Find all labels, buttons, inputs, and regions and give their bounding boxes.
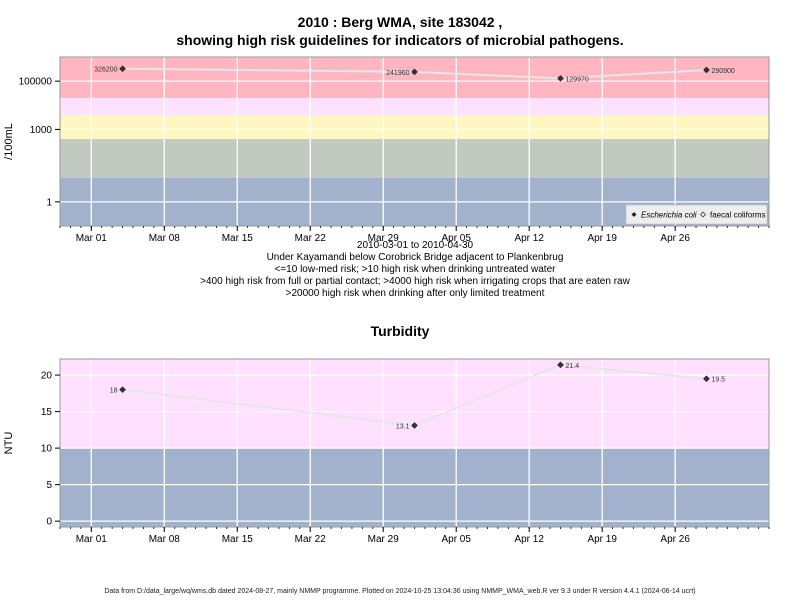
chart2-data-point-1 <box>411 422 418 429</box>
chart1-legend-ecoli-marker <box>631 212 637 217</box>
chart2-data-label-1: 13.1 <box>396 423 410 430</box>
chart1-ylabel: /100mL <box>3 123 15 160</box>
chart2-data-label-2: 21.4 <box>565 363 579 370</box>
chart1-legend-box <box>625 204 768 225</box>
chart1-xtick-label-8: Apr 26 <box>660 233 690 244</box>
chart2-xtick-label-4: Mar 29 <box>368 534 400 545</box>
caption-site-description: Under Kayamandi below Corobrick Bridge a… <box>266 252 564 263</box>
chart2-title: Turbidity <box>370 323 430 339</box>
chart1-xtick-label-7: Apr 19 <box>587 233 617 244</box>
chart1-caption: 2010-03-01 to 2010-04-30 Under Kayamandi… <box>0 240 800 300</box>
chart1-data-label-1: 241960 <box>386 70 409 77</box>
chart1-data-label-0: 326200 <box>94 67 117 74</box>
chart1-data-label-3: 290900 <box>711 68 734 75</box>
chart1-series-line-0 <box>122 67 707 80</box>
chart1-title-line1: 2010 : Berg WMA, site 183042 , <box>297 14 503 30</box>
chart2-ytick-label-2: 10 <box>41 444 53 455</box>
chart2-xtick-label-3: Mar 22 <box>295 534 327 545</box>
chart2-ytick-label-3: 15 <box>41 407 53 418</box>
caption-guideline-drinking: <=10 low-med risk; >10 high risk when dr… <box>274 264 556 275</box>
caption-date-range: 2010-03-01 to 2010-04-30 <box>356 240 474 251</box>
chart1-xtick-label-5: Apr 05 <box>441 233 471 244</box>
chart1-xtick-label-1: Mar 08 <box>149 233 181 244</box>
chart1-legend-faecal-label: faecal coliforms <box>710 211 766 220</box>
chart2-series-line-0 <box>122 363 707 427</box>
chart1-xtick-label-2: Mar 15 <box>222 233 254 244</box>
chart1-xtick-label-0: Mar 01 <box>76 233 108 244</box>
chart1-risk-band-2 <box>60 114 769 140</box>
chart2-xtick-label-8: Apr 26 <box>660 534 690 545</box>
chart2-data-point-0 <box>119 386 126 394</box>
chart1-ytick-label-2: 100000 <box>19 77 53 88</box>
chart2-ytick-label-4: 20 <box>41 371 53 382</box>
chart1-xtick-label-3: Mar 22 <box>295 233 327 244</box>
chart1-risk-band-3 <box>60 98 769 115</box>
chart2-xtick-label-0: Mar 01 <box>76 534 108 545</box>
chart2-xtick-label-5: Apr 05 <box>441 534 471 545</box>
chart2-risk-band-0 <box>60 448 769 527</box>
footer-note: Data from D:/data_large/wq/wms.db dated … <box>104 588 696 595</box>
chart1-legend-ecoli-label: Escherichia coli <box>641 211 697 220</box>
caption-guideline-treatment: >20000 high risk when drinking after onl… <box>285 288 545 299</box>
chart1-data-point-1 <box>411 68 418 76</box>
chart2-xtick-label-7: Apr 19 <box>587 534 617 545</box>
chart2-data-point-2 <box>557 361 564 369</box>
chart1-xtick-label-4: Mar 29 <box>368 233 400 244</box>
chart2-xtick-label-2: Mar 15 <box>222 534 254 545</box>
chart1-ytick-label-1: 1000 <box>30 125 53 136</box>
chart1-data-point-2 <box>557 75 564 82</box>
chart1-ytick-label-0: 1 <box>46 197 52 208</box>
chart1-title-line2: showing high risk guidelines for indicat… <box>176 32 624 48</box>
chart2-ytick-label-0: 0 <box>46 517 52 528</box>
chart2-ylabel: NTU <box>3 432 15 455</box>
chart2-risk-band-1 <box>60 359 769 449</box>
chart1-data-point-0 <box>119 65 126 73</box>
chart2-data-label-0: 18 <box>110 388 118 395</box>
chart1-data-point-3 <box>703 66 710 74</box>
chart2-ytick-label-1: 5 <box>46 480 52 491</box>
chart1-risk-band-4 <box>60 57 769 99</box>
chart2-data-point-3 <box>703 375 710 383</box>
chart1-risk-band-1 <box>60 139 769 178</box>
chart2-xtick-label-1: Mar 08 <box>149 534 181 545</box>
chart2-xtick-label-6: Apr 12 <box>514 534 544 545</box>
chart1-xtick-label-6: Apr 12 <box>514 233 544 244</box>
caption-guideline-contact: >400 high risk from full or partial cont… <box>200 276 630 287</box>
chart1-data-label-2: 129970 <box>565 76 588 83</box>
chart1-legend-faecal-marker <box>700 211 706 218</box>
chart2-data-label-3: 19.5 <box>711 377 725 384</box>
